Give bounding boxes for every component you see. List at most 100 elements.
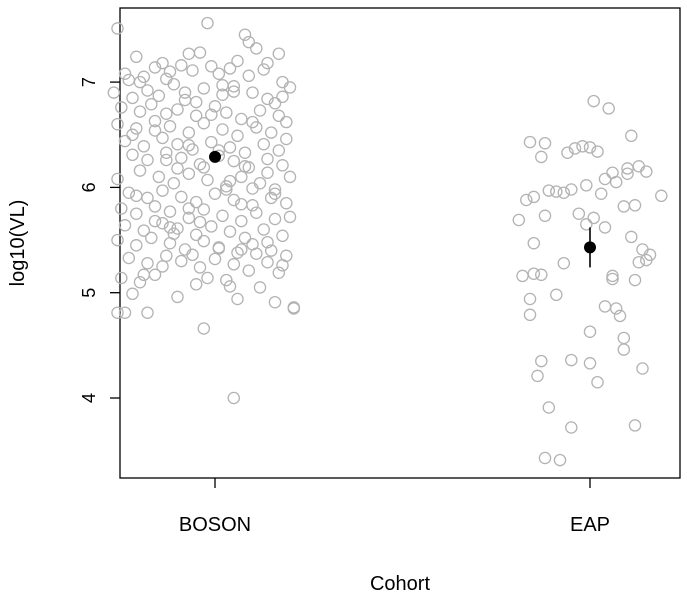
data-point: [197, 161, 211, 174]
y-axis: 4 5 6 7: [79, 77, 120, 403]
data-point: [632, 160, 646, 173]
data-point: [276, 90, 289, 104]
data-point: [276, 259, 289, 272]
data-point: [171, 137, 184, 151]
data-point: [261, 56, 274, 70]
data-point: [550, 288, 563, 302]
data-point: [148, 114, 162, 128]
data-point: [264, 244, 278, 257]
data-point: [220, 183, 233, 196]
data-point: [186, 64, 199, 77]
data-point: [175, 59, 188, 72]
data-point: [178, 86, 192, 99]
data-point: [160, 72, 173, 86]
data-point: [137, 268, 151, 282]
data-point: [227, 154, 241, 168]
data-point: [160, 146, 173, 159]
data-point: [182, 47, 196, 60]
data-point: [235, 243, 248, 256]
data-point: [111, 306, 124, 319]
data-point: [565, 421, 578, 434]
data-point: [538, 209, 552, 223]
data-point: [583, 357, 597, 370]
data-point: [238, 146, 252, 159]
data-point: [175, 151, 188, 165]
data-point: [250, 247, 263, 260]
data-point: [235, 170, 248, 184]
data-point: [617, 343, 631, 356]
data-point: [118, 134, 132, 148]
data-point: [538, 451, 552, 465]
data-point: [201, 271, 214, 285]
data-point: [163, 65, 177, 78]
data-point: [148, 200, 162, 213]
data-point: [208, 187, 222, 200]
data-point: [242, 69, 256, 83]
data-point: [606, 272, 619, 286]
data-point: [148, 214, 162, 228]
data-point: [193, 215, 207, 229]
data-point: [594, 187, 608, 200]
data-point: [557, 256, 571, 270]
plot-frame: [119, 7, 681, 479]
data-point: [561, 146, 574, 159]
data-point: [235, 197, 248, 211]
data-point: [133, 164, 147, 177]
data-point: [520, 193, 533, 207]
data-point: [242, 35, 256, 49]
data-point: [163, 120, 177, 133]
mean-marker: [584, 241, 596, 254]
data-point: [118, 219, 132, 232]
data-point: [175, 254, 188, 268]
data-point: [197, 203, 211, 216]
data-point: [197, 116, 211, 130]
data-point: [523, 308, 537, 322]
data-point: [216, 123, 229, 136]
data-point: [227, 193, 241, 207]
data-point: [182, 126, 196, 139]
data-point: [189, 195, 203, 209]
data-point: [276, 75, 289, 89]
data-point: [163, 221, 177, 234]
data-point: [205, 220, 218, 233]
data-point: [261, 255, 274, 269]
data-point: [189, 95, 203, 109]
data-point: [133, 75, 147, 89]
data-point: [175, 190, 188, 204]
data-point: [133, 105, 147, 118]
data-point: [523, 135, 537, 149]
data-point: [212, 67, 226, 80]
data-point: [182, 139, 196, 152]
data-point: [238, 160, 252, 173]
data-point: [583, 141, 597, 154]
data-point: [167, 227, 181, 240]
data-point: [587, 211, 600, 225]
data-point: [189, 278, 203, 291]
data-point: [602, 102, 615, 115]
data-point: [216, 209, 229, 223]
data-point: [640, 253, 653, 267]
data-point: [276, 159, 289, 172]
data-point: [223, 141, 237, 154]
data-point: [580, 179, 593, 192]
data-point: [628, 273, 642, 287]
data-point: [538, 136, 552, 150]
data-point: [535, 150, 548, 164]
data-point: [542, 401, 556, 414]
data-point: [272, 109, 286, 123]
data-point: [261, 92, 274, 106]
x-tick-label: EAP: [570, 514, 610, 536]
y-tick-label: 7: [79, 77, 99, 87]
data-point: [235, 214, 248, 228]
data-point: [130, 189, 143, 203]
data-point: [636, 362, 649, 375]
data-point: [257, 137, 270, 151]
data-point: [205, 108, 218, 121]
data-point: [231, 129, 244, 143]
y-tick-label: 6: [79, 182, 99, 192]
data-point: [160, 249, 173, 263]
data-point: [167, 77, 181, 91]
data-point: [130, 207, 143, 220]
points-layer: [107, 16, 668, 467]
y-axis-label: log10(VL): [7, 200, 29, 287]
